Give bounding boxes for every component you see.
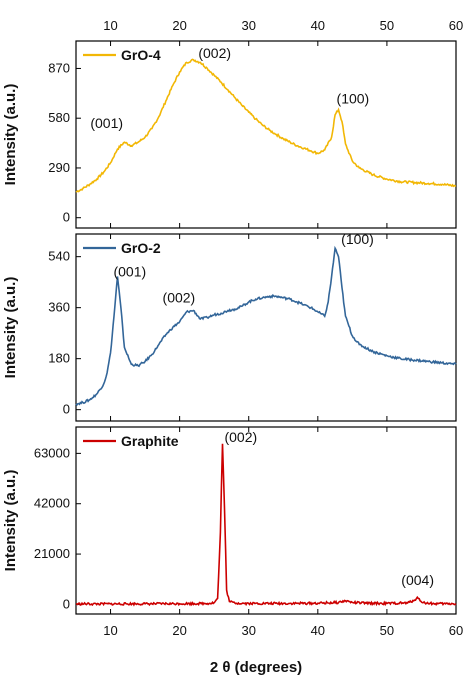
peak-label: (004): [401, 572, 434, 588]
y-tick-label: 180: [48, 351, 70, 366]
y-tick-label: 0: [63, 402, 70, 417]
y-axis-title: Intensity (a.u.): [2, 277, 19, 379]
legend-label: GrO-2: [121, 240, 161, 256]
y-tick-label: 580: [48, 110, 70, 125]
y-tick-label: 0: [63, 596, 70, 611]
x-tick-label: 40: [311, 623, 325, 638]
x-tick-label-top: 30: [241, 18, 255, 33]
peak-label: (002): [224, 429, 257, 445]
panel-1: 0 290 580 870 10 20 30 40 50 60 Intensity (a.u.) Gr…: [2, 18, 463, 229]
peak-label: (002): [198, 45, 231, 61]
y-tick-label: 42000: [34, 496, 70, 511]
legend-label: Graphite: [121, 433, 179, 449]
panel-2: 0 180 360 540 Intensity (a.u.) GrO-2 (001) (002…: [2, 231, 457, 422]
peak-label: (100): [337, 91, 370, 107]
x-axis-title: 2 θ (degrees): [210, 659, 302, 676]
y-tick-label: 63000: [34, 445, 70, 460]
legend: Graphite: [83, 433, 179, 449]
legend: GrO-2: [83, 240, 161, 256]
series-line: [75, 58, 456, 193]
plot-frame: [75, 40, 457, 229]
x-tick-label-top: 50: [380, 18, 394, 33]
y-tick-label: 0: [63, 210, 70, 225]
y-tick-label: 21000: [34, 546, 70, 561]
plot-frame: [75, 233, 457, 422]
peak-label: (100): [341, 231, 374, 247]
y-tick-label: 540: [48, 249, 70, 264]
x-tick-label: 50: [380, 623, 394, 638]
panel-3: 0 21000 42000 63000 10 20 30 40 50 60 Intensity (a…: [2, 426, 463, 638]
series-line: [75, 245, 457, 407]
x-tick-label: 10: [103, 623, 117, 638]
peak-label: (001): [90, 115, 123, 131]
y-tick-label: 870: [48, 60, 70, 75]
y-tick-label: 360: [48, 300, 70, 315]
x-tick-label: 30: [241, 623, 255, 638]
x-tick-label-top: 40: [311, 18, 325, 33]
y-axis-title: Intensity (a.u.): [2, 470, 19, 572]
legend-label: GrO-4: [121, 47, 161, 63]
y-tick-label: 290: [48, 160, 70, 175]
series-line: [76, 443, 457, 607]
x-tick-label: 60: [449, 623, 463, 638]
legend: GrO-4: [83, 47, 161, 63]
x-tick-label-top: 10: [103, 18, 117, 33]
plot-frame: [75, 426, 457, 615]
y-axis-title: Intensity (a.u.): [2, 84, 19, 186]
x-tick-label-top: 60: [449, 18, 463, 33]
peak-label: (001): [113, 264, 146, 280]
peak-label: (002): [163, 290, 196, 306]
x-tick-label: 20: [172, 623, 186, 638]
x-tick-label-top: 20: [172, 18, 186, 33]
